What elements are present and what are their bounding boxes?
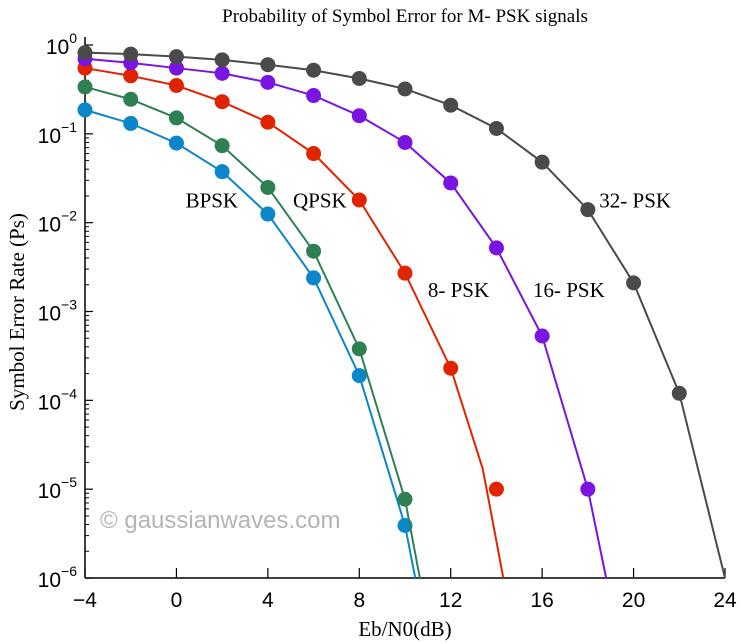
marker-32psk	[534, 154, 550, 170]
x-tick-label: 8	[353, 589, 365, 612]
marker-32psk	[77, 45, 93, 61]
x-tick-label: 12	[439, 589, 462, 612]
x-axis-label: Eb/N0(dB)	[358, 617, 451, 641]
y-tick-exponent: −2	[61, 208, 77, 224]
marker-32psk	[626, 275, 642, 291]
marker-qpsk	[168, 110, 184, 126]
y-tick-base: 10	[38, 480, 61, 503]
y-tick-label: 10−6	[38, 563, 78, 592]
series-label-8psk: 8- PSK	[428, 278, 489, 302]
marker-16psk	[534, 328, 550, 344]
marker-qpsk	[214, 138, 230, 154]
marker-qpsk	[77, 79, 93, 95]
marker-16psk	[580, 481, 596, 497]
x-tick-label: 24	[713, 589, 737, 612]
y-tick-label: 10−2	[38, 208, 78, 237]
marker-bpsk	[168, 135, 184, 151]
marker-8psk	[168, 78, 184, 94]
marker-qpsk	[351, 341, 367, 357]
y-axis-label: Symbol Error Rate (Ps)	[5, 213, 29, 411]
y-tick-exponent: −5	[61, 474, 77, 490]
marker-32psk	[260, 57, 276, 73]
series-line-8psk	[84, 67, 505, 579]
series-label-qpsk: QPSK	[293, 189, 347, 213]
marker-8psk	[260, 114, 276, 130]
series-label-bpsk: BPSK	[186, 189, 239, 213]
marker-8psk	[351, 192, 367, 208]
marker-16psk	[397, 134, 413, 150]
marker-16psk	[306, 88, 322, 104]
marker-8psk	[397, 265, 413, 281]
marker-bpsk	[77, 102, 93, 118]
marker-qpsk	[260, 179, 276, 195]
x-tick-label: 16	[530, 589, 553, 612]
marker-16psk	[351, 108, 367, 124]
marker-32psk	[443, 97, 459, 113]
marker-32psk	[488, 120, 504, 136]
marker-16psk	[260, 74, 276, 90]
y-tick-exponent: −1	[61, 119, 77, 135]
marker-32psk	[671, 385, 687, 401]
marker-32psk	[214, 52, 230, 68]
y-tick-base: 10	[38, 214, 61, 237]
marker-16psk	[488, 240, 504, 256]
marker-qpsk	[123, 91, 139, 107]
marker-16psk	[214, 65, 230, 81]
y-tick-base: 10	[38, 125, 61, 148]
y-tick-label: 10−3	[38, 297, 78, 326]
marker-8psk	[488, 481, 504, 497]
marker-bpsk	[260, 206, 276, 222]
marker-32psk	[123, 46, 139, 62]
marker-bpsk	[214, 164, 230, 180]
y-tick-base: 10	[46, 36, 69, 59]
x-tick-label: 0	[171, 589, 183, 612]
y-tick-base: 10	[38, 303, 61, 326]
y-tick-label: 100	[46, 30, 77, 59]
marker-32psk	[351, 70, 367, 86]
marker-bpsk	[351, 368, 367, 384]
marker-32psk	[397, 81, 413, 97]
x-tick-label: −4	[73, 589, 97, 612]
y-tick-exponent: 0	[69, 30, 77, 46]
marker-bpsk	[123, 115, 139, 131]
y-tick-exponent: −3	[61, 297, 77, 313]
marker-16psk	[443, 175, 459, 191]
marker-qpsk	[397, 491, 413, 507]
y-tick-base: 10	[38, 569, 61, 592]
marker-qpsk	[306, 243, 322, 259]
marker-bpsk	[306, 270, 322, 286]
y-tick-label: 10−4	[38, 385, 78, 414]
marker-8psk	[443, 360, 459, 376]
marker-8psk	[214, 94, 230, 110]
marker-32psk	[580, 202, 596, 218]
marker-16psk	[168, 60, 184, 76]
watermark: © gaussianwaves.com	[100, 507, 340, 534]
marker-8psk	[306, 146, 322, 162]
marker-32psk	[168, 49, 184, 65]
marker-8psk	[123, 68, 139, 84]
y-tick-exponent: −4	[61, 385, 77, 401]
x-tick-label: 20	[622, 589, 645, 612]
y-tick-base: 10	[38, 391, 61, 414]
y-tick-label: 10−5	[38, 474, 78, 503]
chart-title: Probability of Symbol Error for M- PSK s…	[222, 6, 588, 27]
series-label-32psk: 32- PSK	[599, 189, 671, 213]
y-tick-label: 10−1	[38, 119, 78, 148]
marker-32psk	[306, 62, 322, 78]
series-line-qpsk	[84, 85, 421, 579]
x-tick-label: 4	[262, 589, 274, 612]
series-label-16psk: 16- PSK	[533, 278, 605, 302]
y-tick-exponent: −6	[61, 563, 77, 579]
